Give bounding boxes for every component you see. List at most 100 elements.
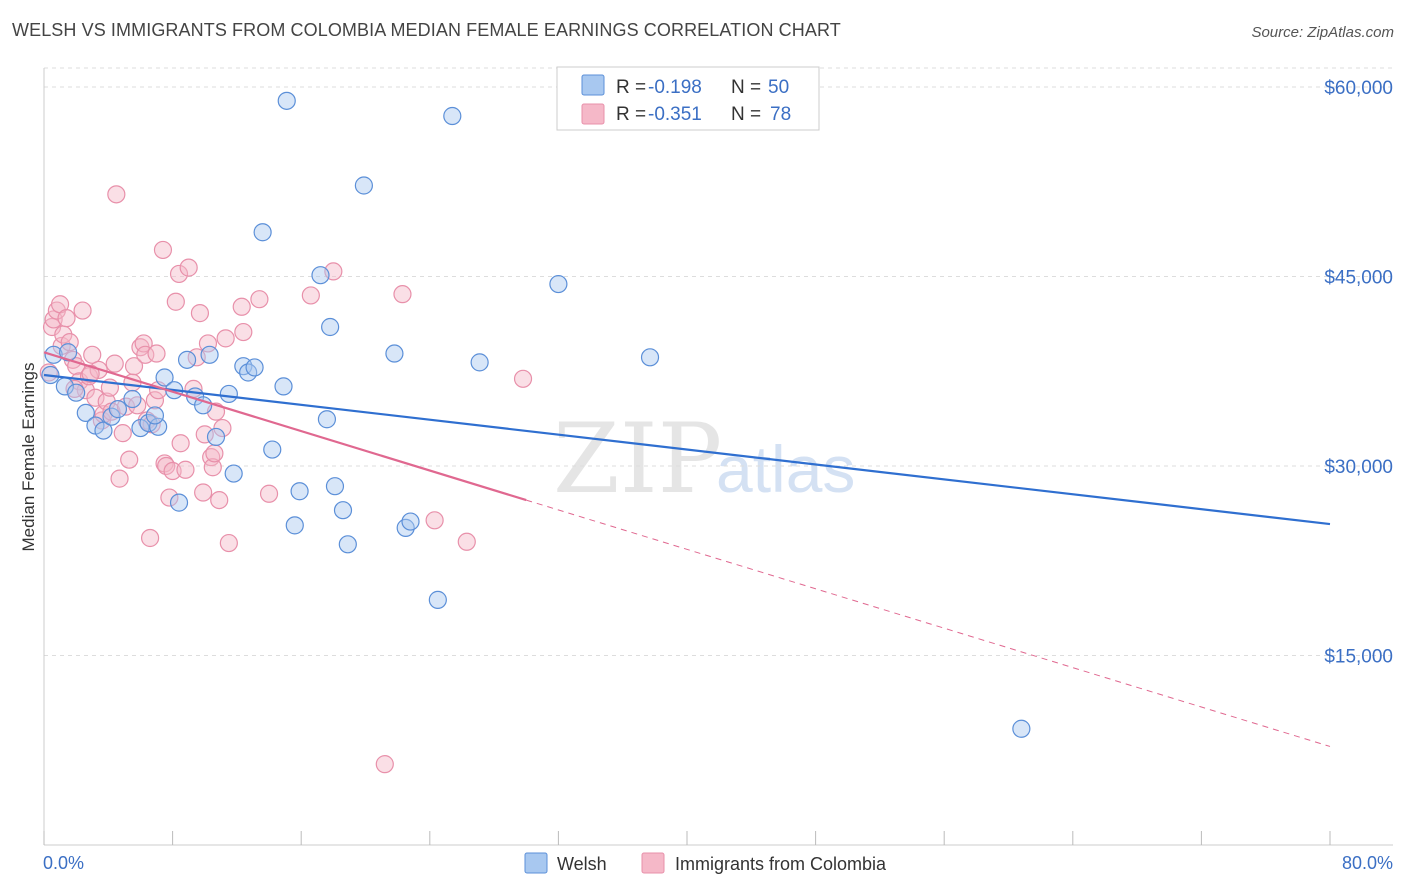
colombia-point (113, 424, 132, 443)
welsh-point (177, 350, 197, 369)
series-legend-label-colombia: Immigrants from Colombia (675, 854, 887, 874)
trend-lines (43, 351, 1331, 747)
welsh-point (245, 358, 264, 377)
colombia-point (425, 511, 444, 530)
watermark: ZIP atlas (553, 403, 855, 515)
chart-title: WELSH VS IMMIGRANTS FROM COLOMBIA MEDIAN… (12, 20, 841, 40)
colombia-point (83, 345, 102, 364)
welsh-point (67, 383, 86, 402)
welsh-point (277, 91, 296, 110)
colombia-point (81, 364, 100, 383)
colombia-point (219, 533, 238, 553)
welsh-point (224, 464, 243, 483)
colombia-point (393, 285, 412, 304)
colombia-point (110, 469, 129, 488)
welsh-point (317, 410, 337, 429)
colombia-point (169, 264, 189, 284)
colombia-point (171, 434, 190, 453)
series-legend: Welsh Immigrants from Colombia (524, 852, 887, 874)
welsh-point (169, 493, 189, 512)
source-credit: Source: ZipAtlas.com (1251, 24, 1394, 41)
colombia-point (120, 450, 139, 469)
welsh-point (321, 317, 340, 337)
colombia-point (194, 483, 213, 502)
colombia-point (179, 258, 198, 277)
colombia-point (140, 528, 160, 548)
y-tick-label: $45,000 (1324, 267, 1393, 288)
legend-r-value-colombia: -0.351 (648, 104, 702, 125)
x-tick-label-min: 0.0% (43, 853, 84, 873)
welsh-point (470, 353, 489, 372)
colombia-point (375, 755, 394, 774)
colombia-trend-line (43, 351, 527, 502)
welsh-point (274, 377, 293, 396)
welsh-point (285, 516, 304, 535)
colombia-point (134, 334, 153, 353)
legend-r-value-welsh: -0.198 (648, 77, 702, 98)
colombia-point (198, 334, 218, 353)
colombia-point (234, 322, 253, 342)
y-axis-title: Median Female Earnings (19, 363, 38, 552)
colombia-point (73, 301, 92, 320)
welsh-point (385, 344, 404, 363)
colombia-point (153, 240, 173, 260)
welsh-point (311, 266, 330, 285)
welsh-point (401, 512, 420, 531)
x-tick-label-max: 80.0% (1342, 853, 1393, 873)
colombia-point (259, 484, 279, 503)
y-tick-label: $15,000 (1324, 646, 1393, 667)
welsh-point (94, 421, 113, 440)
legend-n-label-colombia: N = (731, 104, 761, 125)
welsh-point (428, 590, 447, 609)
welsh-point (206, 427, 226, 447)
colombia-point (57, 309, 76, 328)
welsh-point (1012, 719, 1031, 738)
welsh-point (145, 406, 165, 425)
colombia-points (39, 185, 533, 774)
colombia-point (190, 304, 210, 323)
welsh-point (354, 176, 373, 195)
welsh-point (155, 368, 174, 387)
colombia-point (124, 357, 144, 376)
colombia-point (210, 490, 229, 510)
colombia-point (232, 297, 251, 316)
welsh-point (139, 413, 158, 433)
colombia-point (145, 391, 165, 410)
legend-n-value-colombia: 78 (770, 104, 791, 125)
y-tick-label: $60,000 (1324, 78, 1393, 99)
colombia-point (86, 388, 105, 407)
welsh-point (290, 482, 309, 501)
welsh-point (325, 477, 345, 496)
colombia-point (203, 458, 222, 477)
welsh-point (640, 348, 660, 367)
colombia-point (250, 290, 269, 309)
welsh-point (549, 274, 568, 294)
welsh-point (219, 384, 238, 404)
welsh-point (102, 407, 121, 426)
welsh-trend-line (43, 373, 1331, 526)
axes (43, 68, 1393, 846)
colombia-point (205, 444, 224, 463)
legend-swatch-colombia (581, 103, 605, 125)
series-legend-label-welsh: Welsh (557, 854, 607, 874)
colombia-point (301, 286, 320, 305)
legend-r-label-colombia: R = (616, 104, 646, 125)
welsh-point (76, 403, 95, 423)
colombia-point (107, 185, 126, 204)
welsh-point (123, 389, 142, 409)
welsh-point (253, 223, 272, 242)
watermark-zip: ZIP (553, 403, 722, 515)
legend-r-label-welsh: R = (616, 77, 646, 98)
colombia-point (195, 425, 214, 444)
colombia-point (105, 354, 124, 373)
colombia-point (176, 460, 195, 479)
colombia-point (160, 488, 179, 507)
colombia-trend-line-extended (526, 499, 1331, 747)
y-tick-label: $30,000 (1324, 457, 1393, 478)
colombia-point (513, 369, 533, 388)
series-legend-swatch-welsh (524, 852, 548, 874)
colombia-point (166, 292, 185, 311)
welsh-point (443, 106, 462, 126)
legend-swatch-welsh (581, 74, 605, 96)
